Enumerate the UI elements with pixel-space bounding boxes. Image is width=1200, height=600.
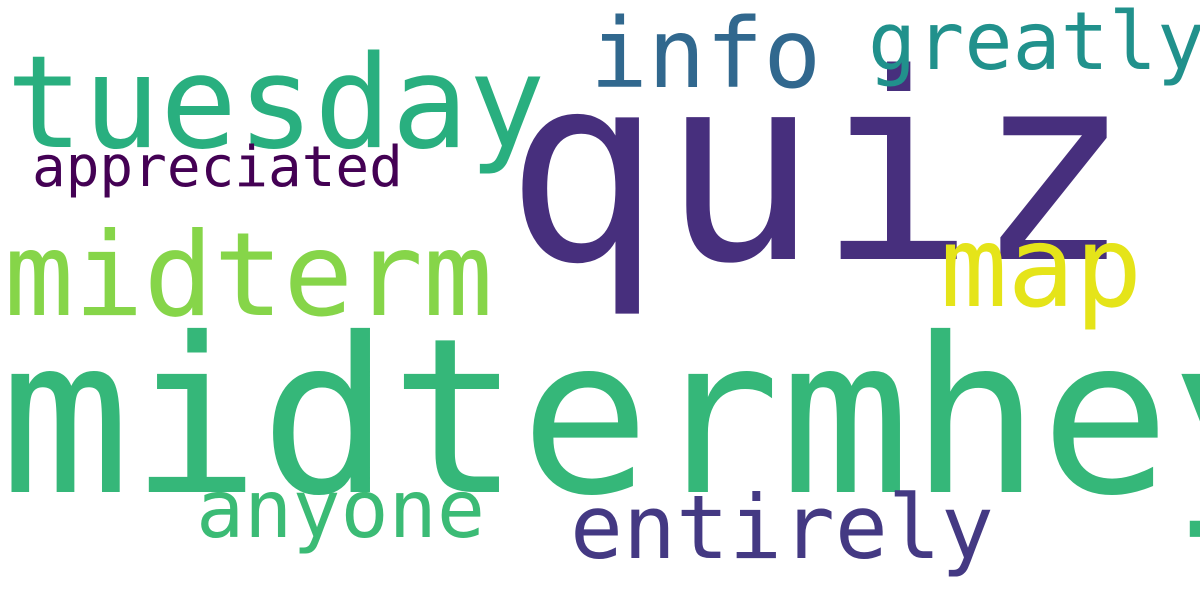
word-appreciated: appreciated (32, 135, 403, 200)
word-info: info (590, 0, 822, 110)
word-anyone: anyone (196, 463, 485, 556)
word-map: map (940, 203, 1143, 333)
word-midterm: midterm (4, 208, 493, 343)
word-greatly: greatly (868, 0, 1200, 88)
word-tuesday: tuesday (6, 29, 546, 178)
word-quiz: quiz (505, 19, 1132, 321)
word-entirely: entirely (570, 476, 994, 579)
word-midtermhey: midtermhey (0, 292, 1200, 543)
